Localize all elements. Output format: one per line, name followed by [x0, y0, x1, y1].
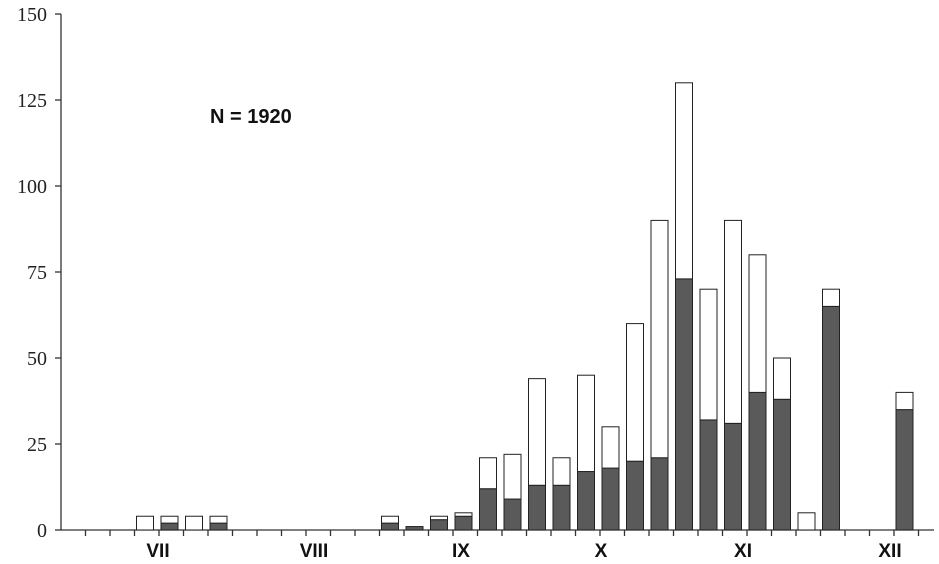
x-month-label: X — [595, 541, 608, 562]
bar-segment-white — [503, 453, 522, 500]
bar-segment-white — [528, 378, 546, 486]
x-month-label: XII — [878, 541, 901, 562]
bar-segment-white — [675, 82, 693, 280]
bar-segment-white — [454, 512, 473, 517]
y-tick-label: 50 — [27, 348, 47, 370]
bar-segment-white — [185, 515, 203, 531]
bar-segment-white — [797, 512, 816, 531]
bar-segment-white — [430, 515, 448, 521]
bar-segment-white — [626, 323, 644, 462]
bar-segment-dark — [503, 498, 522, 531]
bar-segment-white — [160, 515, 179, 524]
bar-segment-white — [577, 374, 595, 473]
bar-segment-dark — [895, 409, 914, 531]
bar-segment-dark — [699, 419, 718, 531]
bar-segment-dark — [650, 457, 669, 531]
bar-segment-dark — [528, 484, 546, 531]
bar-segment-white — [650, 219, 669, 459]
bar-segment-dark — [454, 515, 473, 531]
bar-segment-dark — [601, 467, 620, 531]
y-tick-label: 150 — [17, 4, 47, 26]
bars — [136, 82, 914, 531]
x-month-label: IX — [452, 541, 470, 562]
bar-segment-white — [822, 288, 840, 307]
bar-segment-dark — [552, 484, 571, 531]
bar-segment-white — [552, 457, 571, 486]
bar-segment-dark — [675, 278, 693, 531]
x-month-label: VII — [146, 541, 169, 562]
y-tick-label: 25 — [27, 434, 47, 456]
x-axis: VII VIII IX X XI XII — [61, 529, 934, 562]
bar-segment-white — [381, 515, 399, 524]
bar-segment-white — [773, 357, 791, 400]
y-tick-label: 100 — [17, 176, 47, 198]
bar-segment-dark — [773, 398, 791, 531]
bar-segment-dark — [577, 471, 595, 531]
bar-segment-white — [724, 219, 742, 424]
y-tick-label: 125 — [17, 90, 47, 112]
bar-segment-dark — [381, 522, 399, 531]
bar-segment-dark — [822, 305, 840, 531]
bar-segment-white — [699, 288, 718, 421]
bar-segment-dark — [430, 519, 448, 531]
y-axis: 0 25 50 75 100 125 150 — [17, 4, 62, 542]
bar-segment-dark — [405, 526, 424, 531]
bar-segment-dark — [724, 422, 742, 531]
bar-segment-dark — [626, 460, 644, 531]
bar-segment-white — [209, 515, 228, 524]
bar-segment-dark — [748, 391, 767, 531]
bar-segment-white — [601, 426, 620, 469]
bar-segment-white — [479, 457, 497, 490]
chart-annotation: N = 1920 — [210, 106, 292, 128]
bar-segment-dark — [160, 522, 179, 531]
bar-segment-dark — [209, 522, 228, 531]
x-month-label: XI — [734, 541, 752, 562]
x-month-label: VIII — [300, 541, 329, 562]
y-tick-label: 75 — [27, 262, 47, 284]
bar-segment-dark — [479, 488, 497, 531]
bar-segment-white — [136, 515, 154, 531]
y-tick-label: 0 — [37, 520, 47, 542]
bar-segment-white — [895, 391, 914, 411]
bar-segment-white — [748, 254, 767, 393]
